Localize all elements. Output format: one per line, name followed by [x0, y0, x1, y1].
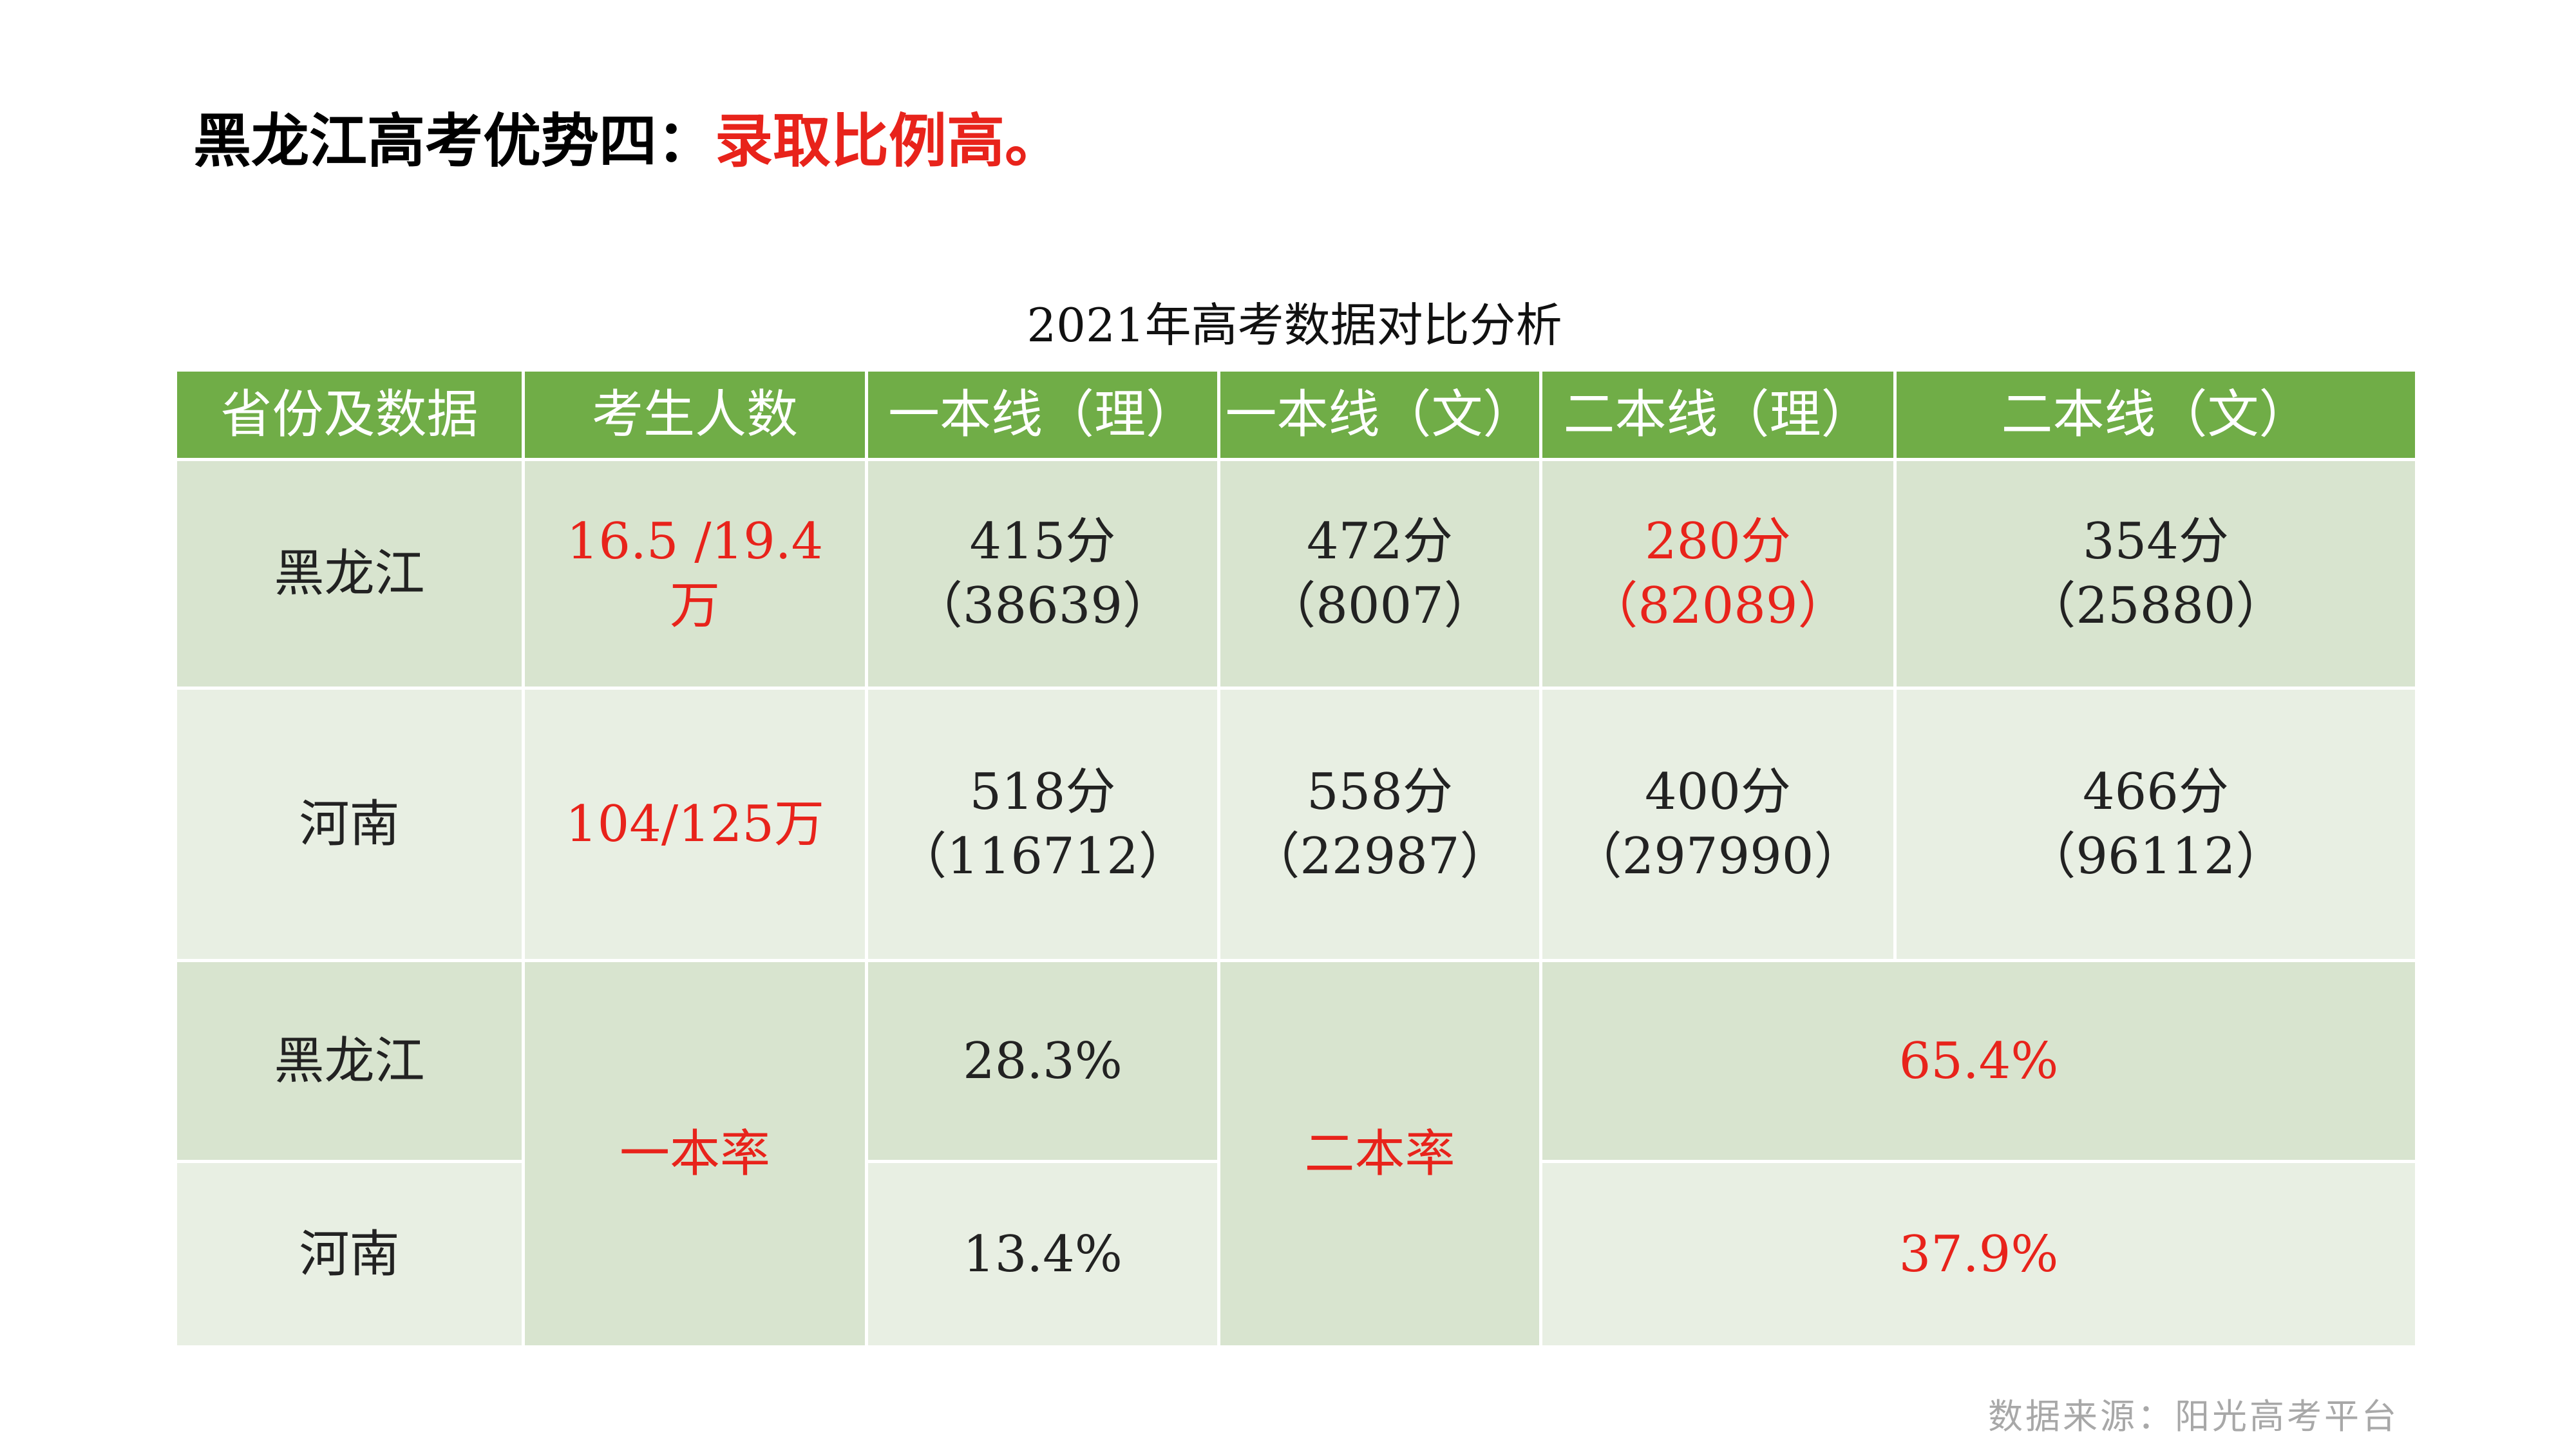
province-name: 河南 [299, 795, 400, 853]
cell-province: 河南 [174, 687, 525, 962]
title-prefix: 黑龙江高考优势四： [193, 108, 715, 175]
province-name: 黑龙江 [274, 545, 425, 603]
rate-row-heilongjiang: 黑龙江 一本率 28.3% 二本率 65.4% [174, 959, 2418, 1349]
score: 558分 [1307, 763, 1453, 821]
province-name: 黑龙江 [274, 1032, 425, 1090]
cell-tier2-arts: 466分 （96112） [1893, 687, 2418, 962]
header-tier2-science: 二本线（理） [1539, 368, 1897, 461]
data-source-note: 数据来源：阳光高考平台 [1988, 1396, 2399, 1437]
cell-tier2-arts: 354分 （25880） [1893, 458, 2418, 690]
cell-tier1-arts: 558分 （22987） [1217, 687, 1542, 962]
cell-rate-province: 河南 [174, 1160, 525, 1349]
rate-row-henan: 河南 13.4% 37.9% [174, 1160, 2418, 1349]
cell-tier1-arts: 472分 （8007） [1217, 458, 1542, 690]
cell-tier1-rate: 13.4% [865, 1160, 1220, 1349]
tier2-rate-label: 二本率 [1304, 1124, 1455, 1183]
count: （297990） [1571, 828, 1864, 886]
tier2-rate-value: 37.9% [1899, 1225, 2059, 1283]
count: （38639） [912, 577, 1173, 635]
score: 518分 [969, 763, 1116, 821]
cell-tier2-rate: 65.4% [1539, 959, 2418, 1163]
cell-tier2-rate-label: 二本率 [1217, 959, 1542, 1349]
cell-tier2-science: 280分 （82089） [1539, 458, 1897, 690]
count: （116712） [896, 828, 1189, 886]
tier1-rate-label: 一本率 [619, 1124, 770, 1183]
cell-tier1-science: 415分 （38639） [865, 458, 1220, 690]
cell-examinees: 104/125万 [522, 687, 868, 962]
title-highlight: 录取比例高。 [715, 108, 1063, 175]
count: （82089） [1587, 577, 1848, 635]
tier1-rate-value: 28.3% [963, 1032, 1122, 1090]
cell-tier1-science: 518分 （116712） [865, 687, 1220, 962]
examinees-value: 104/125万 [565, 795, 825, 853]
cell-tier2-science: 400分 （297990） [1539, 687, 1897, 962]
table-row-heilongjiang: 黑龙江 16.5 /19.4 万 415分 （38639） 472分 （8007… [174, 458, 2418, 690]
tier2-rate-value: 65.4% [1899, 1032, 2059, 1090]
score: 415分 [969, 513, 1116, 571]
cell-tier1-rate: 28.3% [865, 959, 1220, 1163]
count: （8007） [1265, 577, 1494, 635]
count: （25880） [2025, 577, 2286, 635]
score: 354分 [2083, 513, 2229, 571]
cell-tier1-rate-label: 一本率 [522, 959, 868, 1349]
cell-rate-province: 黑龙江 [174, 959, 525, 1163]
examinees-unit: 万 [669, 577, 720, 635]
score: 280分 [1645, 513, 1791, 571]
table-row-henan: 河南 104/125万 518分 （116712） 558分 （22987） 4… [174, 687, 2418, 962]
score: 472分 [1307, 513, 1453, 571]
table-caption: 2021年高考数据对比分析 [1027, 298, 1562, 352]
header-examinees: 考生人数 [522, 368, 868, 461]
comparison-table: 省份及数据 考生人数 一本线（理） 一本线（文） 二本线（理） 二本线（文） 黑… [174, 368, 2418, 1349]
count: （22987） [1249, 828, 1510, 886]
tier1-rate-value: 13.4% [963, 1225, 1122, 1283]
header-tier1-arts: 一本线（文） [1217, 368, 1542, 461]
province-name: 河南 [299, 1225, 400, 1283]
cell-province: 黑龙江 [174, 458, 525, 690]
examinees-value: 16.5 /19.4 [566, 513, 824, 571]
header-province: 省份及数据 [174, 368, 525, 461]
slide-title: 黑龙江高考优势四：录取比例高。 [193, 103, 1063, 180]
header-tier1-science: 一本线（理） [865, 368, 1220, 461]
cell-examinees: 16.5 /19.4 万 [522, 458, 868, 690]
header-tier2-arts: 二本线（文） [1893, 368, 2418, 461]
count: （96112） [2025, 828, 2286, 886]
cell-tier2-rate: 37.9% [1539, 1160, 2418, 1349]
table-header-row: 省份及数据 考生人数 一本线（理） 一本线（文） 二本线（理） 二本线（文） [174, 368, 2418, 461]
score: 400分 [1645, 763, 1791, 821]
score: 466分 [2083, 763, 2229, 821]
